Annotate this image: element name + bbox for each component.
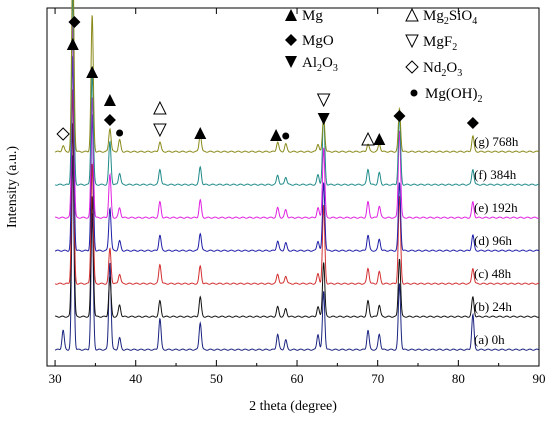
mg-marker <box>285 9 297 21</box>
legend: Mg Mg2SiO4 MgO MgF2 Al2O3 Nd2O3 Mg(OH)2 <box>285 7 483 105</box>
trace-0 <box>54 155 540 351</box>
mgf2-marker <box>316 93 331 108</box>
legend-label: MgF2 <box>423 34 457 53</box>
mg-marker <box>103 94 116 106</box>
legend-label: Mg2SiO4 <box>423 8 477 27</box>
peak-markers-group <box>56 16 479 146</box>
trace-labels-group: (a) 0h (b) 24h (c) 48h (d) 96h (e) 192h (f) 3… <box>474 134 519 347</box>
mgo-marker <box>285 34 297 46</box>
mg-marker <box>373 133 386 145</box>
trace-label: (d) 96h <box>474 233 512 248</box>
mgo-marker <box>393 110 406 122</box>
mgf2-marker <box>153 123 167 138</box>
mg-marker <box>194 127 207 139</box>
trace-6 <box>54 0 540 153</box>
mg-marker <box>270 129 283 141</box>
y-axis-label: Intensity (a.u.) <box>5 146 20 228</box>
mgo-marker <box>103 114 116 126</box>
al2o3-marker <box>285 56 297 68</box>
x-tick-label: 40 <box>129 371 142 386</box>
legend-label: Mg <box>302 8 323 24</box>
trace-label: (c) 48h <box>474 266 512 281</box>
mgoh2-marker <box>410 89 418 97</box>
nd2o3-marker <box>405 60 419 74</box>
x-axis-ticks: 30 40 50 60 70 80 90 <box>49 8 546 386</box>
trace-label: (g) 768h <box>474 134 519 149</box>
x-tick-label: 70 <box>371 371 384 386</box>
legend-label: MgO <box>302 33 334 49</box>
mgo-marker <box>466 117 479 129</box>
mgf2-marker <box>405 34 419 49</box>
mg2sio4-marker <box>153 100 167 115</box>
legend-label: Nd2O3 <box>423 60 462 79</box>
plot-frame <box>46 7 540 367</box>
trace-label: (a) 0h <box>474 332 505 347</box>
x-tick-label: 90 <box>533 371 546 386</box>
mgoh2-marker <box>116 129 124 137</box>
trace-label: (f) 384h <box>474 167 517 182</box>
mgo-marker <box>68 16 81 28</box>
trace-4 <box>55 24 540 219</box>
x-axis-label: 2 theta (degree) <box>249 399 337 414</box>
trace-5 <box>54 0 540 186</box>
nd2o3-marker <box>56 127 70 141</box>
al2o3-marker <box>317 113 330 125</box>
x-tick-label: 80 <box>452 371 465 386</box>
x-tick-label: 50 <box>210 371 223 386</box>
legend-label: Mg(OH)2 <box>425 86 483 105</box>
trace-2 <box>54 89 540 285</box>
traces-group <box>54 0 540 351</box>
trace-1 <box>55 123 540 318</box>
mg-marker <box>66 38 79 50</box>
x-tick-label: 30 <box>49 371 62 386</box>
mgoh2-marker <box>282 132 290 140</box>
mg-marker <box>86 66 99 78</box>
x-tick-label: 60 <box>291 371 304 386</box>
trace-label: (b) 24h <box>474 299 512 314</box>
mg2sio4-marker <box>361 131 375 146</box>
mg2sio4-marker <box>405 7 419 22</box>
trace-3 <box>54 56 540 252</box>
legend-label: Al2O3 <box>302 55 338 74</box>
trace-label: (e) 192h <box>474 200 518 215</box>
